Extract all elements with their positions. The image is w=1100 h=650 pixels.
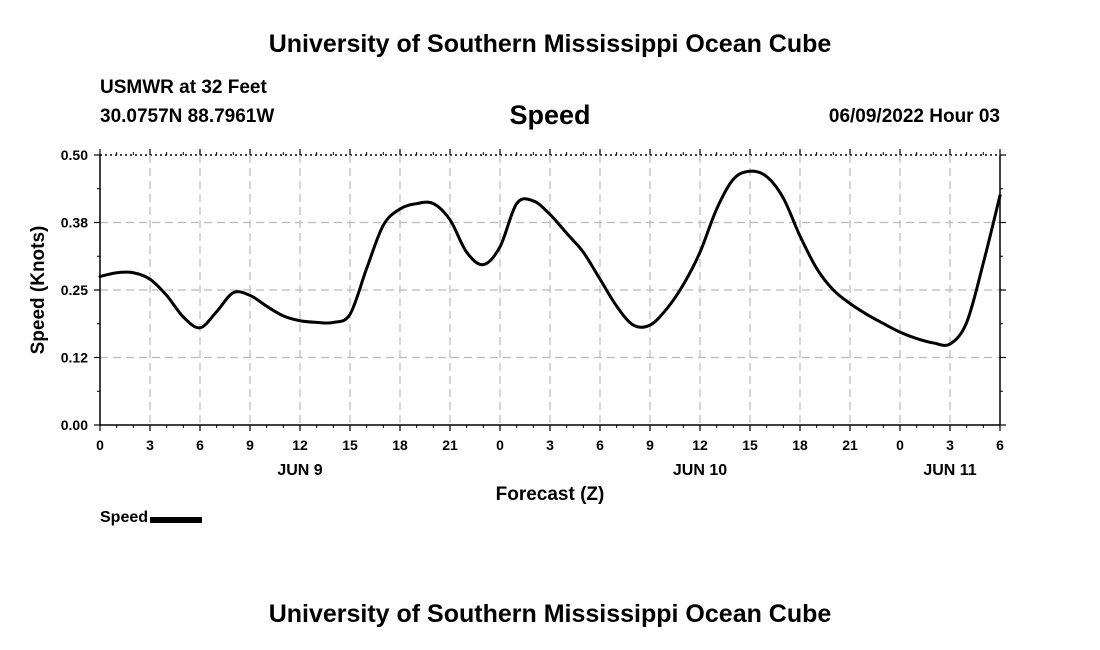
x-tick-label: 9 [646,437,654,453]
x-tick-label: 3 [546,437,554,453]
day-label: JUN 10 [673,462,727,479]
x-tick-label: 0 [96,437,104,453]
x-tick-label: 18 [792,437,808,453]
day-label: JUN 9 [277,462,322,479]
x-tick-label: 21 [442,437,458,453]
x-tick-label: 3 [146,437,154,453]
x-tick-label: 12 [292,437,308,453]
x-tick-label: 0 [896,437,904,453]
x-tick-label: 0 [496,437,504,453]
speed-series-line [98,169,1002,347]
y-tick-label: 0.25 [61,282,88,298]
x-tick-label: 18 [392,437,408,453]
chart-title: Speed [509,100,591,130]
x-axis-label: Forecast (Z) [496,484,605,505]
x-tick-label: 6 [596,437,604,453]
x-tick-label: 15 [342,437,358,453]
x-tick-label: 6 [196,437,204,453]
page-title: University of Southern Mississippi Ocean… [268,30,832,58]
y-tick-label: 0.38 [61,215,88,231]
station-coordinates: 30.0757N 88.7961W [100,106,275,127]
x-tick-label: 21 [842,437,858,453]
chart-legend: Speed [100,509,203,527]
y-tick-label: 0.12 [61,350,88,366]
footer-title: University of Southern Mississippi Ocean… [268,600,832,628]
y-tick-label: 0.00 [61,417,88,433]
y-tick-label: 0.50 [61,147,88,163]
x-tick-label: 12 [692,437,708,453]
x-tick-label: 3 [946,437,954,453]
y-axis-label: Speed (Knots) [28,226,49,355]
forecast-timestamp: 06/09/2022 Hour 03 [828,106,1000,127]
day-label: JUN 11 [923,462,976,479]
station-name: USMWR at 32 Feet [100,77,267,98]
legend-label: Speed [100,509,149,526]
legend-swatch [150,516,203,523]
x-tick-label: 9 [246,437,254,453]
x-tick-label: 6 [996,437,1004,453]
x-tick-label: 15 [742,437,758,453]
